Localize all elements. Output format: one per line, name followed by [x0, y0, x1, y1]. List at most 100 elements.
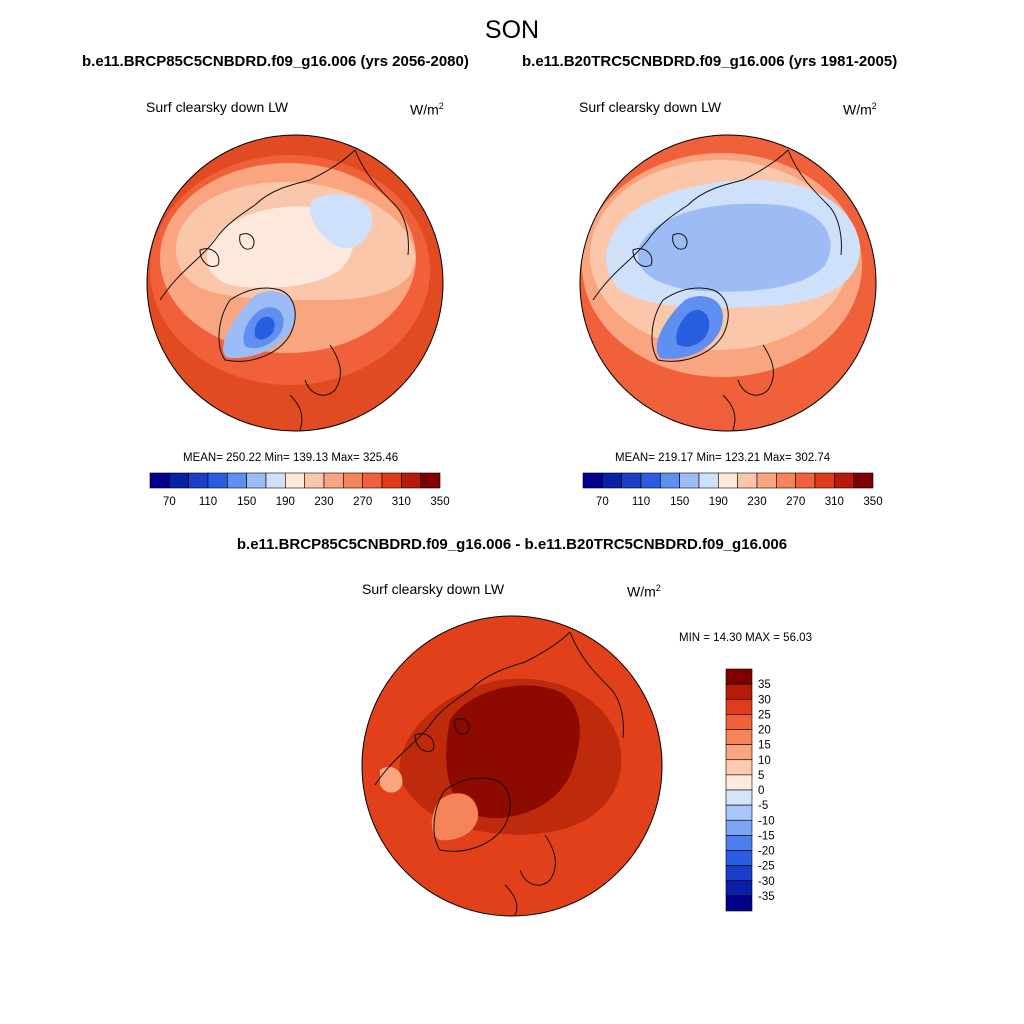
diff-map-greenland — [431, 793, 479, 841]
right-colorbar-swatch — [582, 472, 603, 489]
left-colorbar-swatch — [227, 472, 247, 489]
diff-colorbar-tick-label: 25 — [758, 709, 771, 721]
diff-map-band-dark — [446, 685, 580, 819]
right-colorbar-swatch — [834, 472, 854, 489]
right-map-coastlines — [592, 149, 842, 431]
right-colorbar-tick-label: 310 — [825, 496, 844, 508]
diff-map-pale-patch — [380, 766, 403, 793]
case-title-right: b.e11.B20TRC5CNBDRD.f09_g16.006 (yrs 198… — [522, 53, 898, 70]
right-map-blue-light — [637, 203, 831, 292]
left-colorbar-swatch — [401, 472, 421, 489]
diff-colorbar-tick-label: -25 — [758, 861, 775, 873]
left-colorbar: 70 110 150 190 230 270 310 350 — [149, 472, 450, 508]
left-map-greenland-core — [254, 316, 275, 340]
left-colorbar-tick-label: 150 — [237, 496, 256, 508]
diff-colorbar-swatch — [725, 895, 753, 912]
right-colorbar-tick-label: 350 — [863, 496, 882, 508]
diff-colorbar-tick-label: 10 — [758, 755, 771, 767]
left-colorbar-swatch — [188, 472, 209, 489]
right-units-label: W/m2 — [843, 101, 877, 118]
left-colorbar-swatch — [323, 472, 344, 489]
left-colorbar-swatch — [265, 472, 286, 489]
diff-colorbar-swatch — [725, 835, 753, 851]
right-colorbar-swatch — [602, 472, 622, 489]
diff-colorbar-swatch — [725, 789, 753, 806]
diff-colorbar-tick-label: -35 — [758, 891, 775, 903]
diff-variable-label: Surf clearsky down LW — [362, 581, 505, 597]
diff-colorbar-swatch — [725, 744, 753, 761]
left-colorbar-tick-label: 310 — [392, 496, 411, 508]
right-map-border — [579, 134, 877, 432]
left-variable-label: Surf clearsky down LW — [146, 99, 289, 115]
left-units-label: W/m2 — [410, 101, 444, 118]
left-polar-map — [147, 135, 443, 431]
diff-colorbar-tick-label: 0 — [758, 785, 764, 797]
diff-map-border — [361, 615, 663, 917]
right-colorbar-swatch — [621, 472, 642, 489]
diff-title: b.e11.BRCP85C5CNBDRD.f09_g16.006 - b.e11… — [236, 536, 788, 553]
diff-polar-map — [362, 616, 662, 916]
diff-colorbar-swatch — [725, 865, 753, 882]
right-variable-label: Surf clearsky down LW — [579, 99, 722, 115]
diff-colorbar-swatch — [725, 729, 753, 745]
left-colorbar-swatch — [246, 472, 267, 489]
left-colorbar-swatch — [343, 472, 363, 489]
right-colorbar-tick-label: 230 — [747, 496, 766, 508]
diff-colorbar-tick-label: -5 — [758, 800, 768, 812]
diff-colorbar-swatch — [725, 819, 753, 836]
right-colorbar-swatch — [776, 472, 796, 489]
left-colorbar-tick-label: 190 — [276, 496, 295, 508]
right-colorbar-swatch — [737, 472, 758, 489]
diff-colorbar-swatch — [725, 774, 753, 791]
left-colorbar-swatch — [149, 472, 170, 489]
left-colorbar-tick-label: 70 — [163, 496, 176, 508]
diff-map-coastlines — [374, 631, 624, 916]
right-colorbar-swatch — [795, 472, 816, 489]
left-colorbar-tick-label: 230 — [314, 496, 333, 508]
right-colorbar-tick-label: 70 — [596, 496, 609, 508]
left-colorbar-swatch — [207, 472, 228, 489]
right-colorbar-swatch — [718, 472, 738, 489]
diff-colorbar-tick-label: 30 — [758, 694, 771, 706]
left-colorbar-swatch — [362, 472, 383, 489]
diff-colorbar: 35 30 25 20 15 10 5 0 -5 -10 -15 -20 -25 -30 -35 — [725, 668, 775, 912]
left-colorbar-swatch — [420, 472, 441, 489]
right-colorbar: 70 110 150 190 230 270 310 350 — [582, 472, 883, 508]
right-colorbar-swatch — [853, 472, 874, 489]
case-title-left: b.e11.BRCP85C5CNBDRD.f09_g16.006 (yrs 20… — [82, 53, 469, 70]
diff-colorbar-tick-label: -20 — [758, 846, 775, 858]
right-colorbar-swatch — [698, 472, 719, 489]
diff-colorbar-tick-label: -15 — [758, 830, 775, 842]
diff-colorbar-tick-label: -30 — [758, 876, 775, 888]
right-colorbar-tick-label: 190 — [709, 496, 728, 508]
right-colorbar-swatch — [756, 472, 777, 489]
right-colorbar-tick-label: 270 — [786, 496, 805, 508]
left-colorbar-tick-label: 350 — [430, 496, 449, 508]
left-map-coastlines — [159, 149, 409, 431]
right-polar-map — [580, 135, 876, 431]
right-colorbar-swatch — [660, 472, 680, 489]
left-colorbar-tick-label: 270 — [353, 496, 372, 508]
left-stats-label: MEAN= 250.22 Min= 139.13 Max= 325.46 — [183, 452, 399, 464]
right-map-greenland-core — [676, 309, 710, 347]
diff-colorbar-tick-label: -10 — [758, 815, 775, 827]
diff-colorbar-swatch — [725, 698, 753, 715]
right-colorbar-swatch — [679, 472, 700, 489]
diff-colorbar-tick-label: 5 — [758, 770, 764, 782]
right-colorbar-tick-label: 150 — [670, 496, 689, 508]
season-title: SON — [484, 16, 540, 44]
diff-colorbar-swatch — [725, 759, 753, 776]
left-map-border — [146, 134, 444, 432]
diff-colorbar-swatch — [725, 668, 753, 685]
left-colorbar-tick-label: 110 — [199, 496, 217, 508]
diff-colorbar-tick-label: 15 — [758, 740, 771, 752]
right-colorbar-swatch — [640, 472, 661, 489]
diff-stats-label: MIN = 14.30 MAX = 56.03 — [679, 632, 812, 644]
diff-colorbar-swatch — [725, 880, 753, 897]
right-colorbar-tick-label: 110 — [632, 496, 650, 508]
diff-colorbar-tick-label: 20 — [758, 725, 771, 737]
left-colorbar-swatch — [169, 472, 189, 489]
diff-colorbar-swatch — [725, 804, 753, 821]
right-stats-label: MEAN= 219.17 Min= 123.21 Max= 302.74 — [615, 452, 831, 464]
